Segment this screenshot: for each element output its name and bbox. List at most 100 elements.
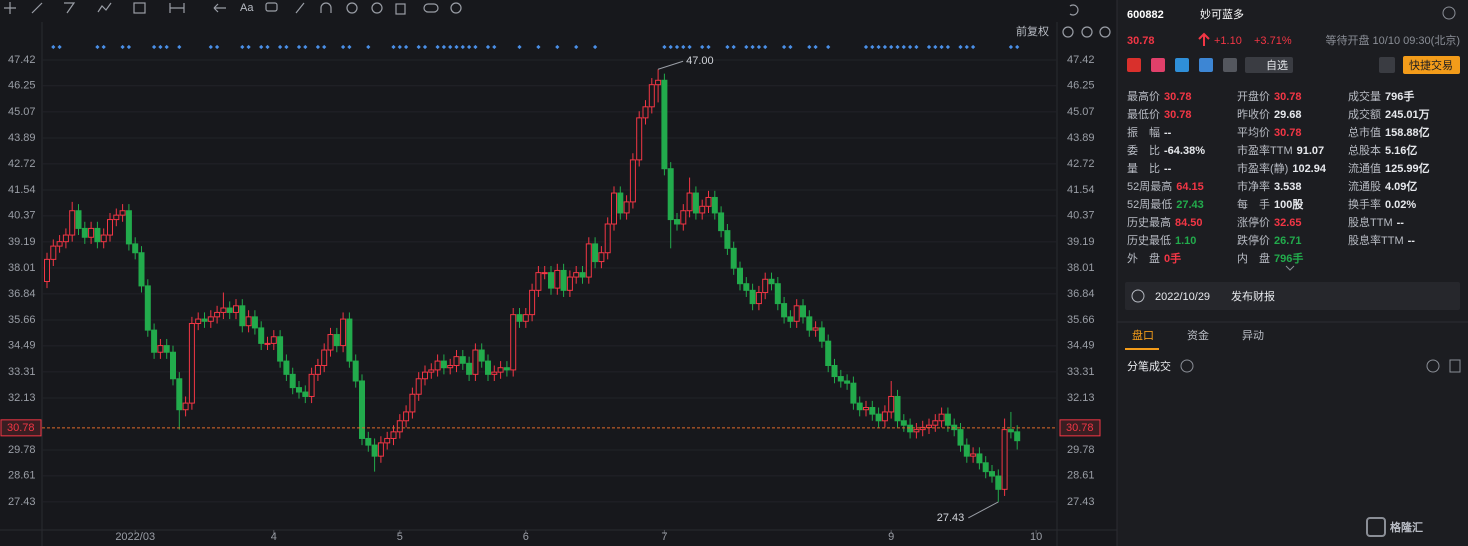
y-tick-label-right: 27.43 [1067, 496, 1095, 508]
candle-body [296, 387, 302, 393]
y-tick-label-right: 42.72 [1067, 158, 1095, 170]
candle-body [226, 307, 233, 313]
event-title: 发布财报 [1231, 289, 1275, 303]
stat-value: 32.65 [1274, 217, 1302, 229]
candle-body [195, 318, 202, 324]
settings-icon[interactable] [1442, 6, 1456, 20]
stock-name: 妙可蓝多 [1200, 7, 1244, 21]
stock-code: 600882 [1127, 9, 1164, 21]
tool-wave[interactable] [97, 2, 112, 13]
adjust-mode[interactable]: 前复权 [1016, 24, 1049, 38]
candle-body [44, 258, 50, 282]
candle-body [220, 307, 227, 313]
candle-body [321, 349, 328, 367]
tool-cross[interactable] [4, 2, 16, 14]
candle-body [579, 272, 586, 278]
tab[interactable]: 资金 [1187, 328, 1209, 342]
watch-button[interactable] [1245, 57, 1293, 73]
candle-body [396, 420, 403, 433]
stat-label: 内 盘 [1237, 251, 1270, 265]
zoom-in[interactable] [1099, 26, 1111, 38]
candle-body [176, 378, 183, 411]
zoom-out[interactable] [1081, 26, 1093, 38]
stat-value: 4.09亿 [1385, 179, 1417, 193]
stat: 总股本 5.16亿 [1348, 143, 1417, 157]
candle-body [107, 219, 113, 236]
stat-label: 振 幅 [1127, 125, 1160, 139]
candle-body [119, 210, 126, 216]
event-box[interactable] [1125, 282, 1460, 310]
candle-body [800, 305, 806, 318]
last-price-right-box [1059, 419, 1101, 437]
list-icon[interactable] [1449, 359, 1461, 373]
candle-body [138, 252, 145, 287]
tool-magnet[interactable] [320, 2, 332, 13]
stat-label: 成交量 [1348, 89, 1381, 103]
quick-trade-label[interactable]: 快捷交易 [1409, 58, 1453, 72]
stat: 市盈率(静) 102.94 [1237, 161, 1327, 175]
section-title: 分笔成交 [1127, 359, 1171, 373]
tool-back[interactable] [213, 3, 226, 13]
candle-body [428, 369, 435, 373]
more-icon[interactable] [1426, 359, 1440, 373]
candle-body [737, 267, 743, 285]
tool-link[interactable] [423, 3, 439, 13]
tool-note[interactable] [265, 2, 278, 12]
alert-button[interactable] [1379, 57, 1395, 73]
candle-body [94, 227, 101, 243]
candle-body [440, 360, 447, 369]
tool-delete[interactable] [395, 3, 406, 15]
quick-trade-button[interactable] [1403, 56, 1460, 74]
candle-body [661, 79, 668, 170]
stat: 流通值 125.99亿 [1348, 161, 1430, 175]
candle-body [188, 322, 195, 404]
candle-body [718, 212, 725, 232]
tool-line[interactable] [31, 2, 43, 14]
badge [1199, 58, 1213, 72]
signal-dot [158, 44, 163, 50]
reset[interactable] [1062, 26, 1074, 38]
tab[interactable]: 盘口 [1132, 328, 1154, 342]
candle-body [491, 371, 498, 375]
stat-label: 成交额 [1348, 107, 1381, 121]
candle-body [686, 192, 693, 212]
candle-body [825, 340, 832, 367]
chart: 47.42 47.42 46.25 46.25 45.07 45.07 43.89 43.89… [0, 44, 1101, 543]
y-tick-label: 42.72 [8, 158, 36, 170]
tool-fib[interactable] [64, 2, 76, 14]
candle-body [667, 168, 674, 221]
tool-hide[interactable] [371, 2, 383, 14]
stat-value: 796手 [1385, 89, 1414, 103]
candle-body [699, 205, 706, 214]
candle-body [447, 365, 454, 369]
candle-body [409, 393, 416, 413]
candle-body [503, 367, 510, 371]
tool-eye[interactable] [346, 2, 358, 14]
stat-label: 流通股 [1348, 179, 1381, 193]
candle-body [69, 210, 76, 236]
candle-body [403, 411, 410, 422]
tab[interactable]: 异动 [1242, 329, 1264, 342]
candle-body [680, 210, 687, 225]
candle-body [1001, 429, 1008, 490]
tool-box[interactable] [133, 2, 146, 14]
candle-body [283, 360, 290, 375]
stat-label: 涨停价 [1237, 215, 1270, 229]
candle-body [875, 413, 882, 422]
stat: 股息率TTM -- [1348, 233, 1415, 247]
tool-ruler[interactable] [295, 2, 305, 14]
candle-body [529, 289, 536, 316]
candle-body [863, 407, 869, 411]
undo[interactable] [1069, 4, 1079, 16]
last-price-right: 30.78 [1066, 422, 1094, 434]
font-button[interactable]: Aa [240, 2, 254, 14]
stat: 52周最高 64.15 [1127, 179, 1204, 193]
stat-label: 流通值 [1348, 161, 1381, 175]
expand[interactable] [1285, 265, 1295, 271]
stat-label: 每 手 [1237, 197, 1270, 211]
tool-settings[interactable] [450, 2, 462, 14]
info-icon [1180, 359, 1194, 373]
tool-measure[interactable] [169, 3, 185, 13]
watch-label[interactable]: 自选 [1266, 59, 1288, 72]
